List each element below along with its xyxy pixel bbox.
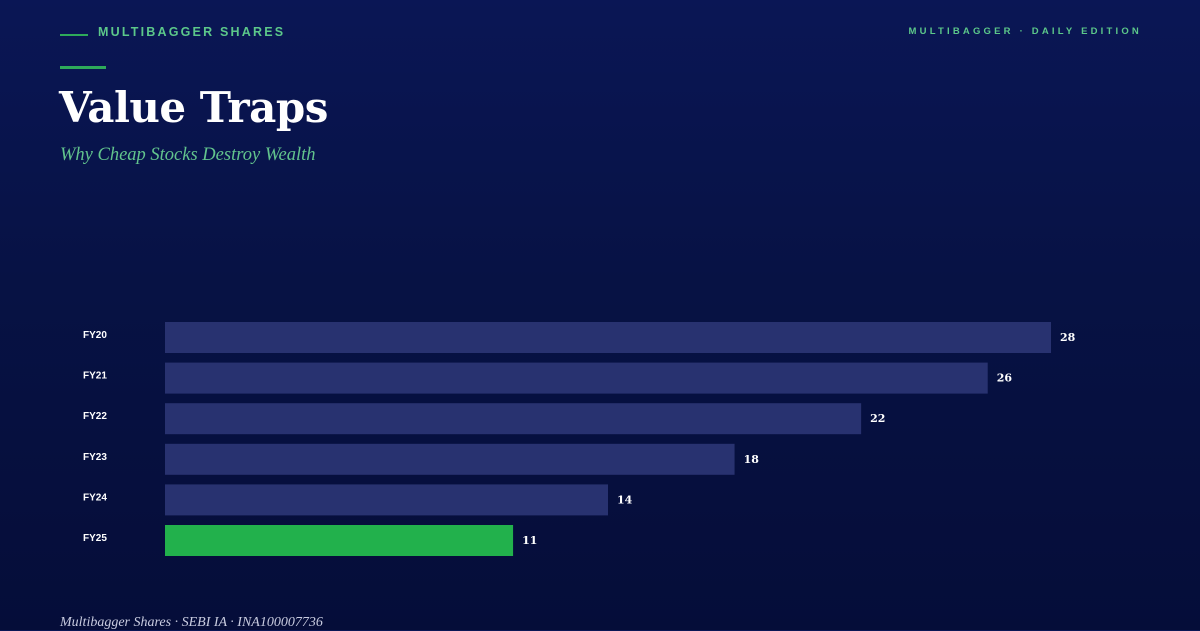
footer-credit: Multibagger Shares · SEBI IA · INA100007…	[60, 615, 323, 630]
category-label: FY20	[83, 330, 107, 341]
brand-rule	[60, 34, 88, 36]
bar-value-label: 14	[617, 493, 633, 506]
page-title: Value Traps	[59, 83, 328, 132]
bar-value-label: 28	[1060, 331, 1076, 344]
bar-value-label: 26	[997, 372, 1013, 385]
category-label: FY23	[83, 452, 107, 463]
bar	[165, 322, 1051, 353]
brand-name: MULTIBAGGER SHARES	[98, 25, 286, 39]
edition-label: MULTIBAGGER · DAILY EDITION	[908, 26, 1142, 37]
bar	[165, 525, 514, 556]
category-label: FY24	[83, 492, 107, 503]
bar	[165, 484, 608, 516]
page-subtitle: Why Cheap Stocks Destroy Wealth	[60, 145, 316, 165]
title-rule	[60, 66, 106, 69]
bar	[165, 443, 735, 475]
bar-value-label: 22	[870, 412, 885, 425]
bar	[165, 403, 862, 435]
bar-value-label: 18	[744, 453, 760, 466]
category-label: FY21	[83, 371, 107, 382]
category-label: FY22	[83, 411, 107, 422]
category-label: FY25	[83, 533, 107, 544]
bar	[165, 362, 988, 394]
bar-value-label: 11	[522, 534, 537, 547]
